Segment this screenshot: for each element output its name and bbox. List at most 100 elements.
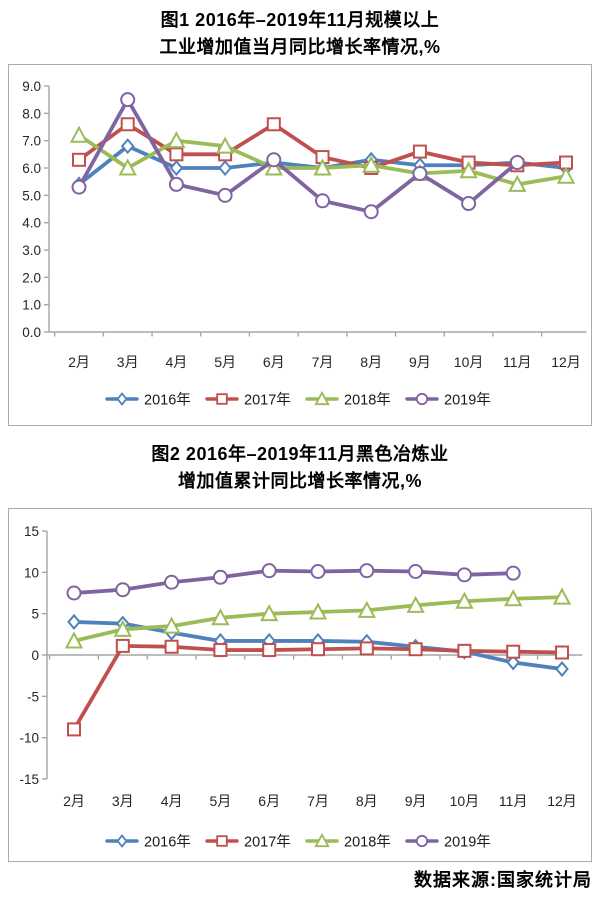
triangle-marker	[357, 600, 376, 618]
square-marker	[311, 642, 325, 657]
triangle-marker	[313, 158, 332, 176]
y-axis: -15 -10 -5 0 5 10 15	[19, 524, 48, 787]
circle-marker	[363, 204, 379, 220]
circle-marker	[212, 569, 228, 585]
x-tick-label: 5月	[210, 793, 232, 809]
diamond-marker	[218, 159, 232, 177]
triangle-marker	[455, 591, 474, 609]
y-tick-label: 0	[31, 648, 39, 663]
triangle-marker	[69, 125, 89, 143]
square-marker	[120, 117, 135, 132]
triangle-marker	[118, 158, 137, 176]
x-tick-label: 9月	[405, 793, 427, 809]
x-tick-label: 7月	[312, 354, 334, 370]
series-2017年	[67, 638, 569, 737]
circle-marker	[415, 392, 429, 406]
circle-marker	[408, 564, 424, 580]
legend-label: 2019年	[444, 834, 491, 851]
square-marker	[169, 147, 184, 162]
triangle-marker	[264, 158, 283, 176]
series-line-2019年	[77, 97, 520, 214]
x-tick-label: 7月	[307, 793, 329, 809]
chart1-svg: 0.0 1.0 2.0 3.0 4.0 5.0 6.0 7.0 8.0 9.0 2月 3月 4月 5月 6月…	[22, 79, 587, 409]
x-axis: 2月 3月 4月 5月 6月 7月 8月 9月 10月 11月 12月	[47, 654, 583, 809]
x-tick-label: 4月	[166, 354, 188, 370]
x-tick-label: 4月	[161, 793, 183, 809]
x-tick-label: 11月	[503, 354, 532, 370]
y-tick-label: 0.0	[22, 325, 41, 340]
diamond-marker	[555, 661, 569, 678]
legend-label: 2017年	[244, 834, 291, 851]
legend-item-2019年: 2019年	[405, 834, 491, 851]
legend-label: 2016年	[144, 392, 191, 409]
circle-marker	[505, 565, 521, 581]
x-tick-label: 8月	[360, 354, 382, 370]
square-marker	[164, 639, 179, 654]
triangle-marker	[552, 587, 572, 605]
triangle-marker	[508, 174, 527, 192]
triangle-marker	[406, 595, 425, 613]
circle-marker	[164, 574, 180, 590]
legend-item-2018年: 2018年	[305, 832, 391, 851]
circle-marker	[66, 585, 82, 601]
legend-item-2016年: 2016年	[105, 392, 191, 409]
legend-item-2017年: 2017年	[205, 834, 291, 851]
triangle-marker	[113, 619, 132, 637]
x-tick-label: 12月	[551, 354, 581, 370]
series-2018年	[64, 587, 572, 649]
x-tick-label: 10月	[450, 793, 480, 809]
square-marker	[72, 152, 86, 167]
legend-label: 2018年	[344, 392, 391, 409]
y-tick-label: 7.0	[22, 134, 41, 149]
diamond-marker	[169, 159, 184, 177]
y-tick-label: 9.0	[22, 79, 41, 94]
y-tick-label: 6.0	[22, 161, 41, 176]
y-tick-label: 8.0	[22, 106, 41, 121]
y-tick-label: 15	[24, 524, 39, 539]
x-tick-label: 6月	[263, 354, 285, 370]
triangle-marker	[504, 589, 523, 607]
legend-label: 2019年	[444, 392, 491, 409]
x-tick-label: 3月	[112, 793, 134, 809]
triangle-marker	[314, 832, 330, 848]
diamond-marker	[506, 654, 521, 671]
series-2019年	[71, 92, 525, 220]
circle-marker	[71, 179, 87, 195]
triangle-marker	[362, 155, 381, 173]
square-marker	[359, 641, 374, 656]
figure2-title: 图2 2016年–2019年11月黑色冶炼业 增加值累计同比增长率情况,%	[0, 441, 600, 495]
legend-item-2018年: 2018年	[305, 390, 391, 409]
circle-marker	[266, 152, 282, 168]
y-tick-label: 5.0	[22, 188, 41, 203]
x-tick-label: 2月	[63, 793, 85, 809]
square-marker	[506, 644, 521, 659]
triangle-marker	[64, 631, 84, 649]
triangle-marker	[459, 161, 478, 179]
y-tick-label: 3.0	[22, 243, 41, 258]
legend-label: 2017年	[244, 392, 291, 409]
square-marker	[115, 638, 130, 653]
legend-item-2019年: 2019年	[405, 392, 491, 409]
diamond-marker	[67, 613, 81, 630]
square-marker	[216, 835, 228, 847]
circle-marker	[310, 564, 326, 580]
circle-marker	[217, 187, 233, 203]
figure2-title-line1: 图2 2016年–2019年11月黑色冶炼业	[151, 444, 449, 464]
y-tick-label: 1.0	[22, 298, 41, 313]
figure1-title: 图1 2016年–2019年11月规模以上 工业增加值当月同比增长率情况,%	[0, 7, 600, 61]
series-2019年	[66, 563, 521, 601]
circle-marker	[168, 176, 184, 192]
y-tick-label: 10	[24, 565, 39, 580]
square-marker	[555, 645, 569, 660]
legend-label: 2018年	[344, 834, 391, 851]
y-tick-label: 5	[31, 607, 39, 622]
triangle-marker	[556, 166, 576, 184]
circle-marker	[412, 165, 428, 181]
x-tick-label: 12月	[547, 793, 577, 809]
legend-label: 2016年	[144, 834, 191, 851]
y-tick-label: 2.0	[22, 270, 41, 285]
legend-item-2017年: 2017年	[205, 392, 291, 409]
x-axis: 2月 3月 4月 5月 6月 7月 8月 9月 10月 11月 12月	[49, 331, 587, 370]
y-tick-label: -15	[19, 772, 39, 787]
